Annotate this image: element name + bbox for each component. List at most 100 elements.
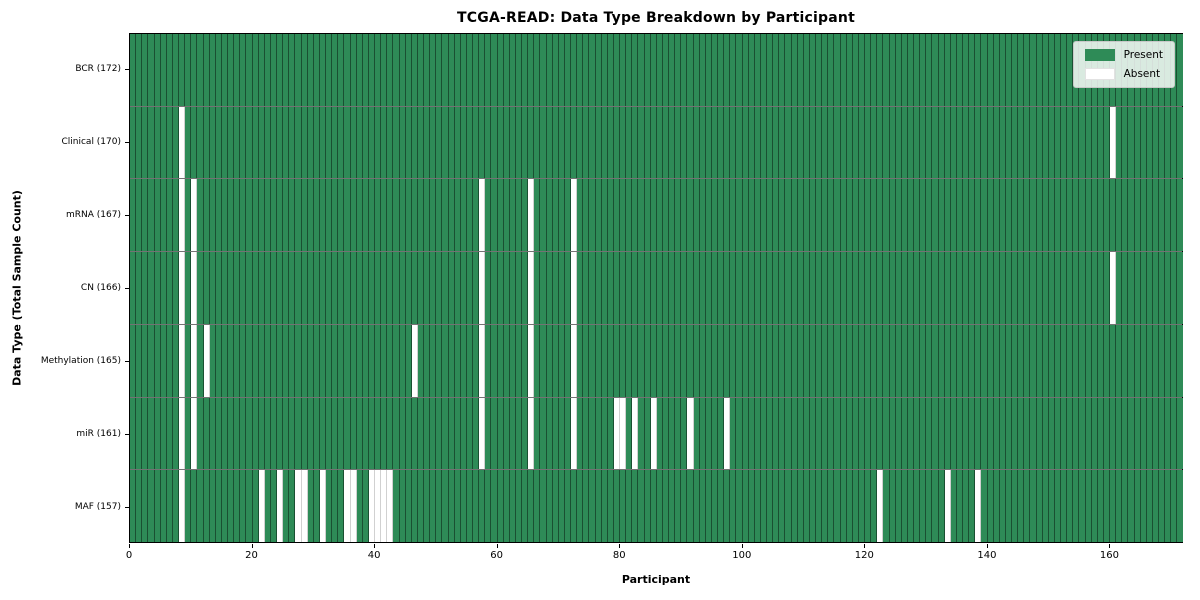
- matrix-cell: [711, 470, 718, 543]
- matrix-cell: [613, 470, 620, 543]
- matrix-cell: [865, 470, 872, 543]
- matrix-cell: [589, 34, 596, 106]
- matrix-cell: [136, 106, 143, 179]
- matrix-cell: [130, 470, 137, 543]
- matrix-cell: [938, 470, 945, 543]
- matrix-cell: [240, 324, 247, 397]
- matrix-cell: [209, 106, 216, 179]
- matrix-cell: [1122, 252, 1129, 324]
- matrix-cell: [638, 179, 645, 252]
- matrix-cell: [583, 34, 590, 106]
- matrix-cell: [662, 179, 669, 252]
- matrix-cell: [1140, 252, 1147, 324]
- matrix-cell: [748, 324, 755, 397]
- matrix-cell: [822, 470, 829, 543]
- matrix-cell: [307, 324, 314, 397]
- matrix-cell: [228, 179, 235, 252]
- matrix-cell: [889, 252, 896, 324]
- matrix-cell: [999, 179, 1006, 252]
- matrix-cell: [724, 252, 731, 324]
- y-tick-label: mRNA (167): [66, 210, 121, 221]
- matrix-cell: [1012, 252, 1019, 324]
- matrix-cell: [1103, 470, 1110, 543]
- matrix-cell: [142, 106, 149, 179]
- matrix-cell: [185, 397, 192, 470]
- x-tick-label: 100: [732, 550, 752, 561]
- matrix-cell: [240, 397, 247, 470]
- matrix-cell: [381, 397, 388, 470]
- matrix-cell: [307, 252, 314, 324]
- matrix-cell: [650, 324, 657, 397]
- matrix-cell: [773, 179, 780, 252]
- matrix-cell: [816, 252, 823, 324]
- matrix-cell: [148, 470, 155, 543]
- matrix-cell: [558, 397, 565, 470]
- matrix-cell: [1152, 179, 1159, 252]
- matrix-cell: [528, 179, 535, 252]
- matrix-cell: [417, 34, 424, 106]
- matrix-cell: [1079, 397, 1086, 470]
- matrix-cell: [1091, 470, 1098, 543]
- matrix-cell: [926, 34, 933, 106]
- matrix-cell: [405, 470, 412, 543]
- matrix-cell: [846, 397, 853, 470]
- matrix-cell: [203, 106, 210, 179]
- matrix-cell: [442, 34, 449, 106]
- matrix-cell: [393, 179, 400, 252]
- matrix-cell: [1073, 470, 1080, 543]
- matrix-cell: [240, 252, 247, 324]
- matrix-cell: [944, 179, 951, 252]
- matrix-cell: [442, 470, 449, 543]
- matrix-cell: [809, 470, 816, 543]
- matrix-cell: [338, 252, 345, 324]
- matrix-cell: [767, 397, 774, 470]
- matrix-cell: [179, 470, 186, 543]
- matrix-cell: [417, 397, 424, 470]
- matrix-cell: [154, 324, 161, 397]
- matrix-cell: [319, 397, 326, 470]
- matrix-cell: [748, 179, 755, 252]
- matrix-cell: [258, 252, 265, 324]
- matrix-cell: [172, 324, 179, 397]
- matrix-cell: [724, 34, 731, 106]
- matrix-cell: [393, 106, 400, 179]
- matrix-cell: [148, 252, 155, 324]
- matrix-cell: [313, 397, 320, 470]
- matrix-cell: [993, 106, 1000, 179]
- matrix-cell: [387, 179, 394, 252]
- matrix-cell: [270, 252, 277, 324]
- matrix-cell: [1091, 397, 1098, 470]
- matrix-cell: [209, 470, 216, 543]
- matrix-cell: [1048, 397, 1055, 470]
- matrix-cell: [522, 179, 529, 252]
- matrix-cell: [283, 324, 290, 397]
- matrix-cell: [963, 397, 970, 470]
- matrix-cell: [1165, 106, 1172, 179]
- legend-item-present: Present: [1084, 49, 1163, 61]
- matrix-cell: [166, 397, 173, 470]
- matrix-cell: [975, 252, 982, 324]
- matrix-cell: [197, 397, 204, 470]
- matrix-cell: [871, 252, 878, 324]
- matrix-cell: [1146, 252, 1153, 324]
- matrix-cell: [920, 470, 927, 543]
- matrix-cell: [950, 179, 957, 252]
- matrix-cell: [828, 252, 835, 324]
- matrix-cell: [724, 470, 731, 543]
- matrix-cell: [344, 34, 351, 106]
- matrix-cell: [901, 324, 908, 397]
- matrix-cell: [589, 397, 596, 470]
- matrix-cell: [1042, 397, 1049, 470]
- matrix-cell: [338, 397, 345, 470]
- matrix-cell: [914, 397, 921, 470]
- matrix-cell: [454, 470, 461, 543]
- matrix-cell: [767, 470, 774, 543]
- matrix-cell: [264, 34, 271, 106]
- matrix-cell: [1054, 179, 1061, 252]
- matrix-cell: [503, 106, 510, 179]
- matrix-cell: [350, 324, 357, 397]
- x-tick-label: 160: [1099, 550, 1119, 561]
- matrix-cell: [148, 34, 155, 106]
- matrix-cell: [1048, 252, 1055, 324]
- matrix-cell: [920, 179, 927, 252]
